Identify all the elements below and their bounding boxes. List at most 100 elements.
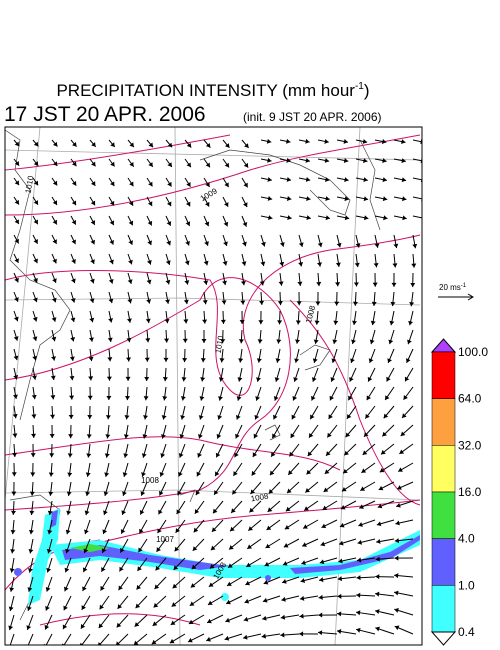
wind-arrow-head <box>308 433 314 438</box>
wind-arrow-head <box>10 510 16 515</box>
wind-arrow-head <box>248 526 253 531</box>
wind-arrow-head <box>11 491 17 496</box>
wind-arrow-head <box>249 507 254 513</box>
wind-arrow-head <box>341 486 347 492</box>
wind-arrow-head <box>198 434 203 439</box>
title-sup: -1 <box>355 81 364 92</box>
wind-arrow-head <box>240 300 246 305</box>
wind-arrow-head <box>157 528 162 534</box>
wind-arrow-head <box>51 297 57 303</box>
wind-arrow-head <box>241 261 247 266</box>
wind-arrow-head <box>101 548 107 553</box>
wind-arrow-head <box>133 640 139 645</box>
wind-arrow-head <box>274 377 280 382</box>
wind-arrow-head <box>175 528 181 533</box>
wind-arrow-head <box>14 297 19 302</box>
wind-arrow-head <box>66 491 72 496</box>
wind-arrow-head <box>305 157 310 163</box>
wind-arrow-head <box>386 376 391 382</box>
wind-arrow-head <box>316 281 322 287</box>
wind-arrow-head <box>80 623 86 629</box>
wind-arrow-head <box>255 396 261 401</box>
wind-arrow-head <box>324 469 330 474</box>
wind-arrow-head <box>286 157 291 163</box>
wind-arrow-head <box>14 160 20 166</box>
wind-arrow-head <box>66 510 72 516</box>
wind-arrow-head <box>71 239 76 245</box>
wind-arrow-head <box>318 612 323 618</box>
wind-arrow-head <box>281 596 286 602</box>
wind-arrow-head <box>163 357 169 362</box>
wind-arrow-head <box>184 280 190 285</box>
wind-arrow-head <box>289 451 294 457</box>
wind-scale-sup: -1 <box>461 283 467 289</box>
wind-arrow-head <box>139 528 144 534</box>
wind-arrow-head <box>231 508 236 513</box>
wind-arrow-head <box>86 434 92 439</box>
wind-arrow-head <box>207 618 212 624</box>
wind-arrow-head <box>193 527 199 533</box>
wind-arrow-head <box>103 491 109 496</box>
wind-arrow-head <box>50 395 56 400</box>
wind-arrow-head <box>185 240 190 246</box>
wind-arrow-head <box>268 488 274 494</box>
wind-arrow-head <box>70 298 76 303</box>
wind-arrow-head <box>257 339 263 344</box>
wind-arrow-head <box>363 158 368 163</box>
wind-arrow-head <box>393 243 399 249</box>
wind-arrow-head <box>259 300 265 305</box>
wind-arrow-head <box>348 395 353 401</box>
wind-arrow-head <box>48 491 54 496</box>
wind-arrow-head <box>312 358 318 363</box>
wind-arrow-head <box>201 338 207 343</box>
wind-arrow-head <box>390 301 396 307</box>
wind-arrow-head <box>83 548 89 554</box>
wind-arrow-head <box>331 358 337 363</box>
wind-arrow-head <box>305 138 310 144</box>
wind-arrow-head <box>69 375 75 381</box>
wind-arrow-head <box>166 221 172 226</box>
wind-arrow-head <box>234 452 239 458</box>
wind-arrow-head <box>12 413 18 419</box>
wind-arrow-head <box>389 320 395 326</box>
wind-arrow-head <box>33 180 39 186</box>
wind-arrow-head <box>139 509 145 515</box>
wind-arrow-head <box>159 472 165 477</box>
wind-arrow-head <box>81 605 86 610</box>
wind-arrow-head <box>228 563 233 568</box>
wind-arrow-head <box>373 263 379 268</box>
wind-arrow-head <box>244 598 250 604</box>
wind-arrow-head <box>31 394 37 400</box>
wind-arrow-head <box>344 450 349 456</box>
wind-arrow-head <box>183 299 189 305</box>
colorbar-label: 0.4 <box>458 625 475 639</box>
wind-arrow-head <box>63 605 68 611</box>
wind-arrow-head <box>337 576 343 582</box>
wind-arrow-head <box>404 376 410 382</box>
wind-arrow-head <box>100 585 105 591</box>
wind-arrow-head <box>243 202 248 208</box>
wind-arrow-head <box>104 472 110 477</box>
wind-arrow-head <box>124 415 130 420</box>
wind-arrow-head <box>245 580 251 586</box>
wind-arrow-head <box>146 299 152 304</box>
wind-arrow-head <box>180 396 186 401</box>
wind-arrow-head <box>162 396 168 401</box>
wind-arrow-head <box>324 158 330 163</box>
wind-arrow-head <box>26 625 32 630</box>
wind-arrow-head <box>293 377 299 382</box>
wind-scale-label: 20 ms-1 <box>439 283 467 292</box>
wind-arrow-head <box>90 259 95 264</box>
wind-arrow-head <box>50 375 56 381</box>
wind-arrow-head <box>32 375 37 380</box>
wind-arrow-head <box>256 377 261 382</box>
wind-arrow-head <box>235 414 241 420</box>
wind-arrow-head <box>135 603 141 609</box>
wind-arrow-head <box>238 358 244 363</box>
wind-arrow-head <box>153 602 159 608</box>
wind-arrow-head <box>261 633 266 639</box>
wind-arrow-head <box>217 415 223 420</box>
isobars <box>5 134 421 626</box>
wind-arrow-head <box>88 356 94 362</box>
wind-arrow-head <box>71 200 77 206</box>
